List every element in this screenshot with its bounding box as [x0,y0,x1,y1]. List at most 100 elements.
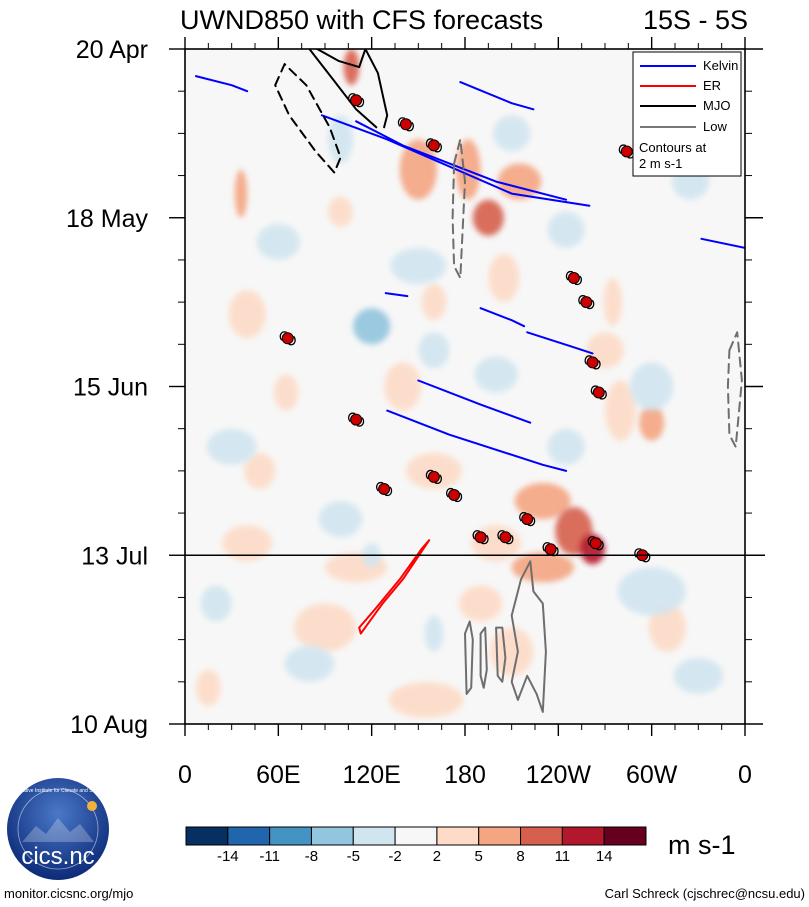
logo-ring-text: Cooperative Institute for Climate and Sa… [7,788,110,794]
anomaly-patch-39 [418,332,450,369]
storm-marker-7 [584,355,601,370]
anomaly-patch-50 [200,585,232,622]
kelvin-contour-5 [700,237,745,249]
kelvin-contour-6 [384,292,409,298]
anomaly-patch-40 [474,356,518,393]
colorbar-label-0: -14 [217,848,239,865]
anomaly-patch-11 [605,380,637,441]
storm-marker-11 [376,481,393,497]
colorbar-swatch-10 [603,826,647,846]
anomaly-patch-10 [603,278,623,327]
anomaly-patch-49 [673,657,724,694]
low-contour-17 [726,331,743,448]
anomaly-patch-9 [488,253,520,303]
legend-note-line2: 2 m s-1 [639,156,682,171]
legend-box [632,51,742,177]
storm-marker-9 [348,412,365,427]
anomaly-patch-26 [489,627,534,676]
anomaly-patch-31 [493,115,531,152]
colorbar-swatch-8 [520,826,563,846]
colorbar: -14 -11 -8 -5 -2 2 5 8 11 14 [185,826,647,865]
y-tick-label-0: 20 Apr [76,36,148,64]
colorbar-swatch-2 [269,826,312,846]
legend-label-low: Low [703,119,727,134]
anomaly-patch-28 [648,603,686,652]
legend-label-er: ER [703,78,721,93]
colorbar-swatch-7 [478,826,522,846]
kelvin-contour-2 [459,81,535,111]
kelvin-contour-1 [320,114,591,207]
legend-note-line1: Contours at [639,140,707,155]
x-tick-label-5: 60W [626,761,678,789]
axis-ticks: 0 60E 120E 180 120W 60W 0 20 Apr 18 May 15 Jun 13 … [66,36,763,789]
colorbar-label-9: 14 [596,848,613,865]
chart-subtitle: 15S - 5S [643,5,748,35]
mjo-contour-13 [364,49,389,129]
storm-markers [279,93,651,563]
anomaly-patch-35 [547,211,585,248]
kelvin-contour-9 [417,379,532,424]
anomaly-patch-8 [421,284,447,321]
mjo-contour-15 [274,63,342,174]
kelvin-contour-10 [386,409,568,472]
anomaly-patch-29 [195,669,221,706]
anomaly-patch-24 [458,585,503,622]
logo-mountain-icon [22,818,94,842]
footer-credit: Carl Schreck (cjschrec@ncsu.edu) [605,886,805,901]
legend-label-kelvin: Kelvin [703,58,738,73]
low-contour-21 [495,626,507,683]
y-tick-label-3: 13 Jul [81,542,148,570]
colorbar-label-8: 11 [555,848,571,865]
colorbar-swatch-3 [310,826,354,846]
footer-url: monitor.cicsnc.org/mjo [4,886,133,901]
anomaly-patch-44 [318,501,363,538]
storm-marker-4 [565,270,582,286]
anomaly-patch-42 [206,428,257,465]
anomaly-patch-47 [617,567,686,616]
cicsnc-logo: cics.nc Cooperative Institute for Climat… [7,778,110,880]
anomaly-patch-37 [390,247,447,285]
kelvin-contour-8 [526,331,594,355]
kelvin-contour-3 [355,120,568,201]
storm-marker-0 [348,93,365,108]
x-tick-label-4: 120W [526,761,592,789]
mjo-contour-14 [316,49,367,69]
y-tick-label-2: 15 Jun [73,374,148,402]
anomaly-patch-6 [328,196,353,227]
anomaly-patch-17 [514,482,571,520]
anomaly-patch-16 [405,452,462,489]
x-tick-label-2: 120E [342,761,400,789]
storm-marker-8 [590,385,607,400]
low-contour-16 [451,138,466,279]
storm-marker-13 [519,512,536,527]
colorbar-label-1: -11 [259,848,280,865]
colorbar-label-5: 2 [433,848,441,865]
anomaly-patch-34 [328,115,353,164]
storm-marker-6 [279,331,296,346]
colorbar-swatch-5 [394,826,438,846]
logo-inner-ring [17,788,99,870]
storm-marker-14 [472,530,489,545]
anomaly-patch-13 [273,374,299,411]
legend-label-mjo: MJO [703,98,730,113]
storm-marker-5 [578,295,595,310]
storm-marker-15 [497,530,514,545]
anomaly-patch-23 [222,525,273,562]
low-contour-19 [464,620,474,695]
anomaly-patch-7 [228,290,266,339]
kelvin-contour-0 [194,75,249,93]
anomaly-patch-2 [455,139,481,200]
anomaly-patch-21 [511,552,574,583]
storm-marker-2 [425,138,442,153]
logo-text: cics.nc [21,843,94,870]
anomaly-patch-38 [353,308,391,345]
y-tick-label-1: 18 May [66,205,148,233]
anomaly-patch-12 [384,362,422,411]
kelvin-contour-7 [479,307,526,328]
logo-sun-icon [87,801,97,811]
storm-marker-10 [425,469,442,484]
x-tick-label-3: 180 [444,761,486,789]
low-contour-18 [510,560,547,713]
colorbar-label-4: -2 [388,848,401,865]
